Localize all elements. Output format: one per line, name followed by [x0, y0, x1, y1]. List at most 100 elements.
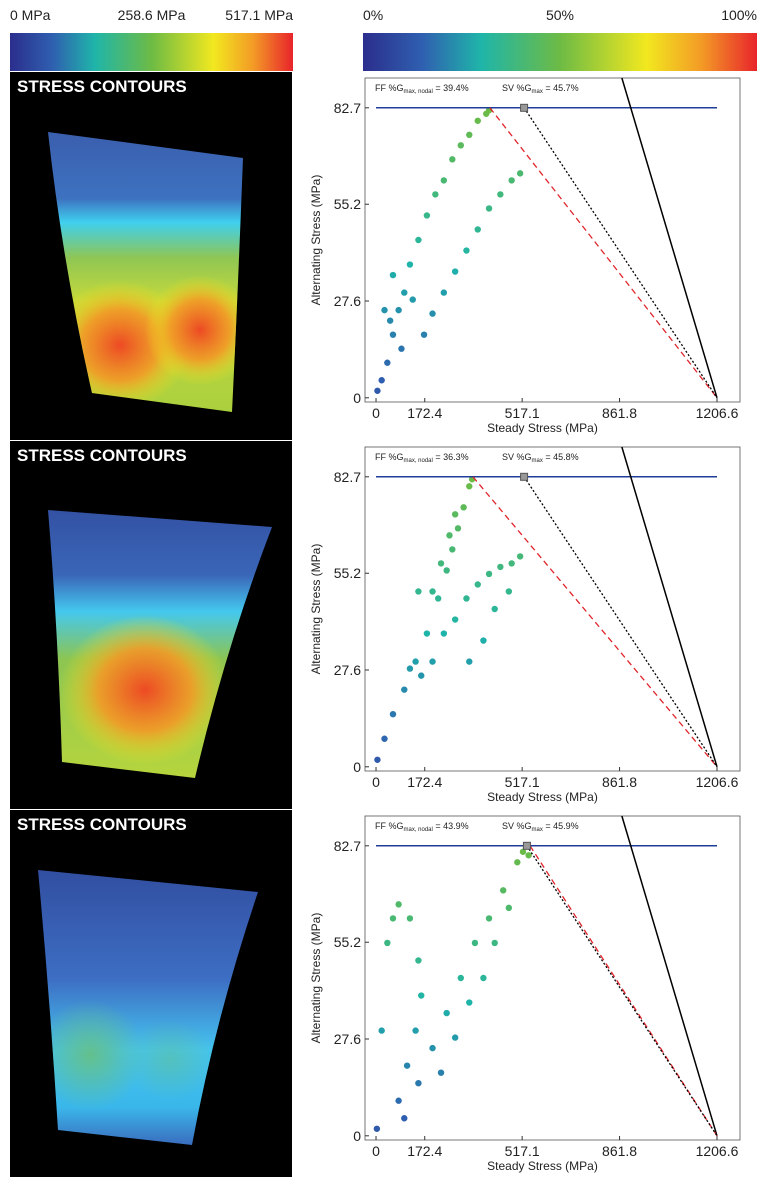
point [466, 658, 472, 664]
point [384, 940, 390, 946]
point [415, 588, 421, 594]
y-tick-label: 55.2 [334, 565, 361, 581]
x-axis-label: Steady Stress (MPa) [487, 790, 598, 804]
point [381, 736, 387, 742]
point [407, 261, 413, 267]
annotation-part: SV %G [502, 452, 532, 462]
annotation-part: = 45.9% [543, 821, 579, 831]
point [374, 757, 380, 763]
point [525, 852, 531, 858]
point [415, 237, 421, 243]
point [486, 205, 492, 211]
annotation-part: max, nodal [404, 458, 433, 464]
point [446, 532, 452, 538]
annotation-part: FF %G [375, 83, 404, 93]
colorbar-label: 50% [546, 7, 574, 23]
point [506, 905, 512, 911]
limit-line [524, 108, 717, 398]
contour-panel [10, 441, 292, 809]
panel-title: STRESS CONTOURS [17, 77, 187, 96]
colorbar [10, 33, 293, 71]
annotation: SV %Gmax = 45.7% [502, 83, 579, 95]
x-axis-label: Steady Stress (MPa) [487, 1159, 598, 1173]
annotation-part: SV %G [502, 83, 532, 93]
x-tick-label: 517.1 [505, 405, 540, 421]
y-axis-label: Alternating Stress (MPa) [309, 544, 323, 675]
y-tick-label: 55.2 [334, 934, 361, 950]
limit-line [622, 816, 717, 1136]
y-tick-label: 82.7 [334, 838, 361, 854]
y-tick-label: 27.6 [334, 293, 361, 309]
panel-title: STRESS CONTOURS [17, 815, 187, 834]
colorbar [363, 33, 757, 71]
annotation-part: = 45.8% [543, 452, 579, 462]
x-tick-label: 861.8 [602, 1143, 637, 1159]
x-tick-label: 1206.6 [696, 405, 739, 421]
annotation: FF %Gmax, nodal = 43.9% [375, 821, 469, 833]
point [441, 289, 447, 295]
point [460, 504, 466, 510]
point [424, 212, 430, 218]
point [455, 525, 461, 531]
point [395, 1098, 401, 1104]
plot-frame [365, 447, 740, 771]
annotation-part: FF %G [375, 821, 404, 831]
y-axis-label: Alternating Stress (MPa) [309, 913, 323, 1044]
point [486, 915, 492, 921]
point [418, 992, 424, 998]
annotation-part: max [532, 458, 543, 464]
x-tick-label: 517.1 [505, 774, 540, 790]
y-tick-label: 27.6 [334, 662, 361, 678]
point [508, 177, 514, 183]
point [378, 377, 384, 383]
point [390, 711, 396, 717]
point [384, 360, 390, 366]
sv-marker [521, 473, 528, 480]
x-tick-label: 861.8 [602, 774, 637, 790]
colorbar-label: 100% [721, 7, 757, 23]
y-tick-label: 0 [353, 390, 361, 406]
point [443, 1010, 449, 1016]
point [500, 887, 506, 893]
annotation-part: FF %G [375, 452, 404, 462]
point [378, 1027, 384, 1033]
annotation: SV %Gmax = 45.9% [502, 821, 579, 833]
point [374, 1126, 380, 1132]
point [412, 1027, 418, 1033]
point [429, 1045, 435, 1051]
y-tick-label: 82.7 [334, 100, 361, 116]
point [404, 1062, 410, 1068]
point [438, 1069, 444, 1075]
annotation: FF %Gmax, nodal = 39.4% [375, 83, 469, 95]
contour-panel [10, 72, 292, 440]
point [497, 191, 503, 197]
sv-marker [521, 104, 528, 111]
y-tick-label: 0 [353, 759, 361, 775]
point [415, 1080, 421, 1086]
point [458, 142, 464, 148]
point [374, 388, 380, 394]
page: { "colorbars": [ {"lim": [0, 517.1], "ti… [0, 0, 759, 1177]
contour-panel [10, 810, 292, 1177]
y-tick-label: 82.7 [334, 469, 361, 485]
annotation-part: max [532, 89, 543, 95]
point [401, 289, 407, 295]
x-tick-label: 517.1 [505, 1143, 540, 1159]
point [449, 156, 455, 162]
figure: 0 MPa258.6 MPa517.1 MPa0%50%100%STRESS C… [0, 0, 759, 1177]
point [466, 132, 472, 138]
point [441, 177, 447, 183]
annotation-part: = 39.4% [433, 83, 469, 93]
point [435, 595, 441, 601]
point [463, 247, 469, 253]
y-axis-label: Alternating Stress (MPa) [309, 175, 323, 306]
annotation-part: max, nodal [404, 89, 433, 95]
limit-line [490, 108, 717, 398]
point [390, 331, 396, 337]
limit-line [622, 447, 717, 767]
point [390, 915, 396, 921]
annotation-part: SV %G [502, 821, 532, 831]
point [381, 307, 387, 313]
point [421, 331, 427, 337]
